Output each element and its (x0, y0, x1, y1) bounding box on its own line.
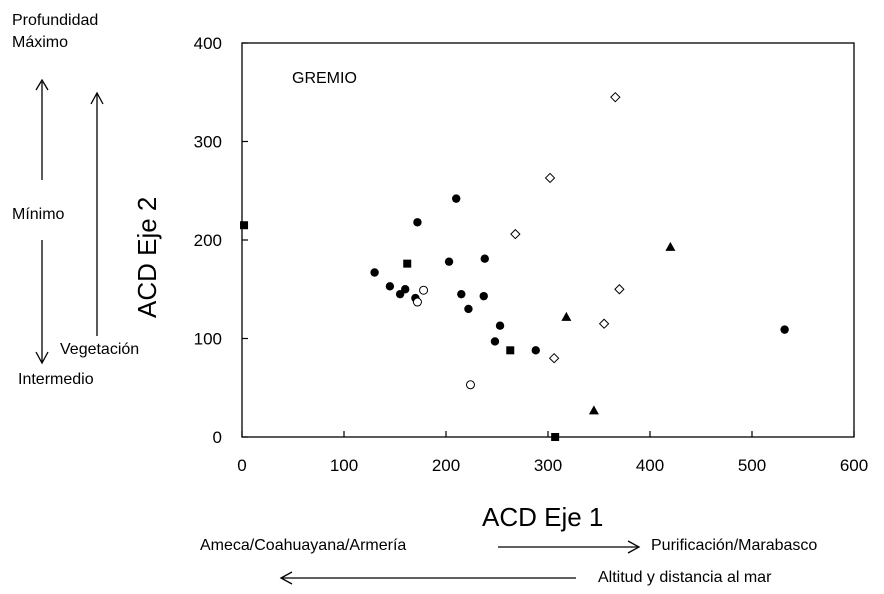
x-tick-label: 100 (330, 456, 358, 475)
x-tick-label: 600 (840, 456, 868, 475)
point-filled-square (240, 221, 249, 230)
y-tick-label: 200 (194, 231, 222, 250)
point-filled-triangle (665, 241, 676, 251)
point-open-diamond (614, 284, 625, 295)
point-filled-circle (464, 304, 473, 314)
point-filled-circle (401, 285, 410, 294)
y-tick-label: 400 (194, 34, 222, 53)
point-filled-circle (479, 291, 488, 301)
label-right-rivers: Purificación/Marabasco (651, 537, 818, 554)
point-open-diamond (610, 91, 621, 103)
label-vegetacion: Vegetación (60, 341, 140, 358)
chart-annotation-gremio: GREMIO (292, 70, 357, 87)
point-filled-circle (385, 282, 395, 291)
label-maximo: Máximo (12, 34, 69, 51)
x-tick-label: 500 (738, 456, 766, 475)
y-tick-label: 0 (213, 428, 222, 447)
label-altitude: Altitud y distancia al mar (598, 569, 772, 586)
x-tick-label: 200 (432, 456, 460, 475)
point-filled-circle (495, 321, 505, 330)
x-tick-label: 300 (534, 456, 562, 475)
point-filled-circle (780, 325, 789, 334)
label-left-rivers: Ameca/Coahuayana/Armería (200, 537, 407, 554)
y-axis-ticks: 0 100 200 300 400 (194, 34, 248, 447)
bottom-arrows (279, 540, 641, 585)
y-tick-label: 300 (194, 133, 222, 152)
x-axis-label: ACD Eje 1 (482, 502, 604, 532)
point-open-diamond (544, 172, 556, 184)
point-filled-circle (413, 218, 422, 227)
x-tick-label: 400 (636, 456, 664, 475)
point-filled-square (506, 346, 515, 355)
point-filled-circle (370, 268, 379, 277)
point-filled-circle (457, 289, 466, 299)
point-open-circle (412, 297, 422, 307)
point-open-diamond (598, 318, 610, 329)
point-filled-circle (480, 254, 489, 263)
label-minimo: Mínimo (12, 206, 65, 223)
left-arrows (35, 78, 104, 365)
y-axis-label: ACD Eje 2 (132, 196, 162, 318)
x-tick-label: 0 (237, 456, 246, 475)
point-filled-circle (490, 337, 500, 346)
point-open-circle (419, 285, 429, 295)
label-profundidad: Profundidad (12, 12, 99, 29)
point-filled-triangle (561, 311, 572, 321)
y-tick-label: 100 (194, 330, 222, 349)
point-filled-circle (452, 194, 461, 203)
point-filled-circle (531, 346, 540, 355)
plot-frame (241, 42, 855, 438)
point-filled-triangle (588, 405, 599, 415)
point-filled-square (403, 259, 412, 268)
point-open-diamond (548, 352, 560, 364)
point-filled-circle (444, 257, 454, 266)
point-open-circle (465, 380, 475, 390)
x-axis-ticks: 0 100 200 300 400 500 600 (237, 431, 868, 475)
point-filled-square (551, 433, 560, 441)
data-points (240, 91, 789, 441)
label-intermedio: Intermedio (18, 371, 94, 388)
point-open-diamond (510, 228, 521, 240)
